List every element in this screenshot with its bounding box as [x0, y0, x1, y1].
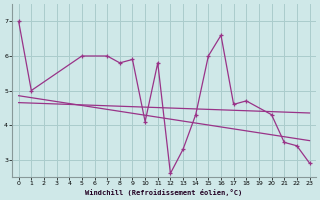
- X-axis label: Windchill (Refroidissement éolien,°C): Windchill (Refroidissement éolien,°C): [85, 189, 243, 196]
